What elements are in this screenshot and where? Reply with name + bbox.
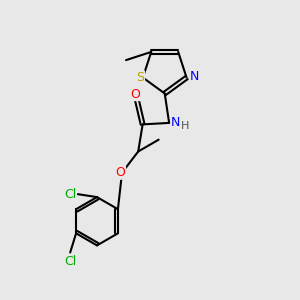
Text: Cl: Cl bbox=[64, 188, 76, 201]
Text: Cl: Cl bbox=[64, 255, 76, 268]
Text: N: N bbox=[171, 116, 180, 129]
Text: O: O bbox=[130, 88, 140, 100]
Text: N: N bbox=[190, 70, 200, 83]
Text: O: O bbox=[116, 166, 125, 179]
Text: H: H bbox=[181, 121, 190, 131]
Text: S: S bbox=[136, 71, 145, 84]
